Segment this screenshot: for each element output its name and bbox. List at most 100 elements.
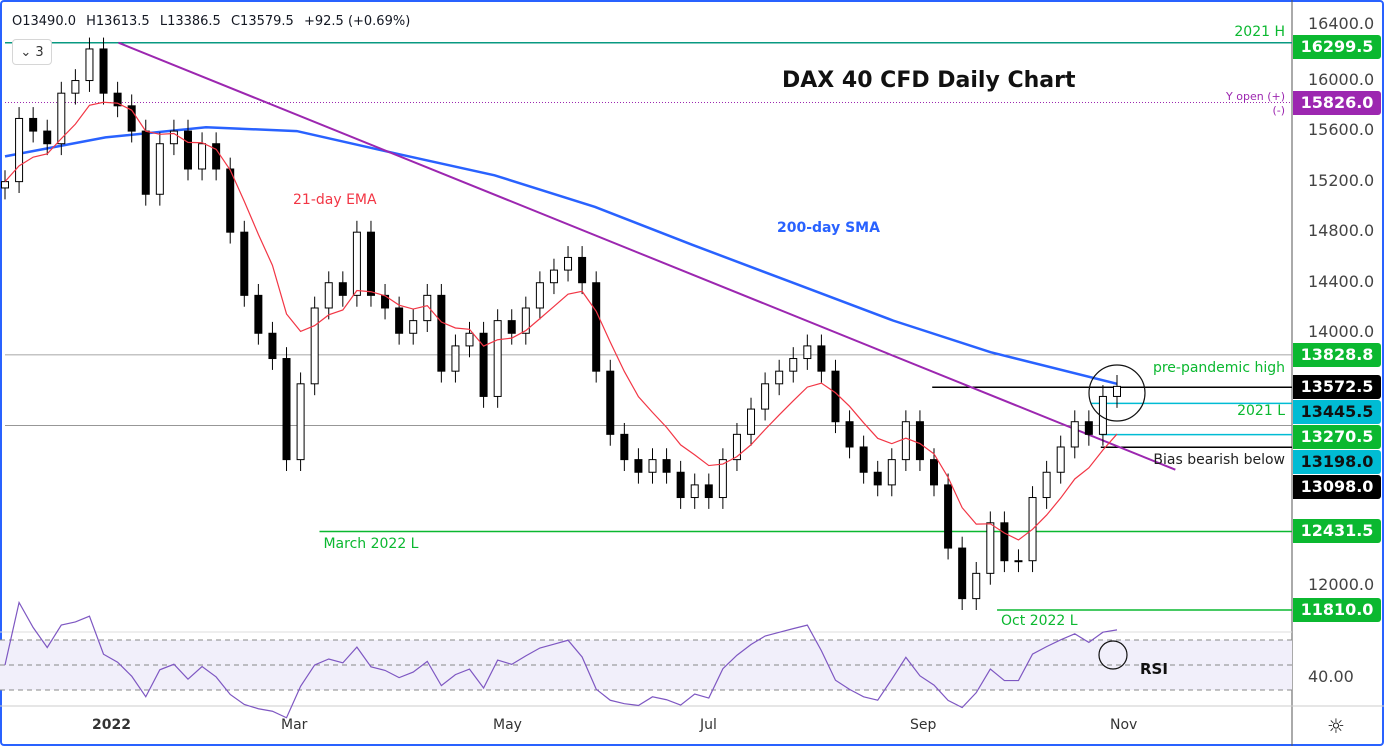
settings-gear-icon[interactable]: ☼ — [1327, 714, 1345, 738]
highlight-circle — [1088, 364, 1146, 422]
x-tick-label: May — [493, 717, 522, 733]
price-level-tag: 16299.5 — [1293, 35, 1381, 59]
chevron-down-icon: ⌄ — [20, 44, 32, 60]
candle-up — [803, 345, 812, 360]
y-tick-label: 15200.0 — [1308, 170, 1375, 190]
candle-down — [240, 231, 249, 296]
indicators-toggle-button[interactable]: ⌄ 3 — [12, 39, 52, 65]
candle-up — [15, 117, 24, 183]
candle-down — [141, 130, 150, 195]
candle-up — [198, 143, 207, 170]
candle-down — [43, 130, 52, 145]
candle-up — [564, 256, 573, 271]
x-tick-label: 2022 — [92, 717, 131, 733]
candle-up — [690, 484, 699, 499]
candle-down — [958, 547, 967, 600]
price-level-tag: 13098.0 — [1293, 475, 1381, 500]
rsi-line — [4, 600, 1118, 719]
rsi-highlight-circle — [1098, 640, 1128, 670]
candle-up — [718, 459, 727, 499]
candle-up — [423, 294, 432, 322]
price-level-tag: 13445.5 — [1293, 400, 1381, 425]
rsi-tick: 40.00 — [1308, 667, 1354, 686]
candle-up — [1113, 385, 1121, 397]
candle-up — [549, 269, 558, 284]
candle-down — [592, 282, 601, 372]
candle-up — [155, 143, 164, 195]
high-value: H13613.5 — [86, 14, 150, 29]
candle-down — [29, 117, 38, 132]
level-annotation: Oct 2022 L — [1001, 613, 1078, 629]
y-tick-label: 12000.0 — [1308, 574, 1375, 594]
candle-up — [310, 307, 319, 385]
candle-up — [972, 572, 981, 600]
rsi-label: RSI — [1140, 660, 1168, 678]
candle-down — [437, 294, 446, 372]
candle-up — [1042, 471, 1051, 499]
candle-down — [930, 459, 939, 486]
y-tick-label: 15600.0 — [1308, 120, 1375, 140]
candle-up — [1070, 421, 1079, 448]
candle-down — [662, 459, 671, 473]
candle-down — [338, 282, 347, 296]
candle-down — [676, 471, 685, 499]
candle-down — [606, 370, 615, 435]
candle-up — [747, 408, 756, 435]
candle-down — [127, 105, 136, 132]
open-value: O13490.0 — [12, 14, 76, 29]
candle-down — [113, 92, 122, 107]
candle-up — [986, 522, 995, 574]
candle-down — [268, 332, 277, 360]
ema21-line — [4, 101, 1118, 541]
level-annotation: Bias bearish below — [1153, 452, 1285, 468]
price-level-tag: 13270.5 — [1293, 425, 1381, 450]
candle-up — [324, 282, 333, 309]
candle-down — [212, 143, 221, 170]
candle-up — [1014, 560, 1023, 563]
low-value: L13386.5 — [159, 14, 221, 29]
change-value: +92.5 (+0.69%) — [303, 14, 411, 29]
sma-label: 200-day SMA — [777, 220, 880, 236]
candle-up — [493, 320, 502, 397]
candle-up — [57, 92, 66, 145]
y-tick-label: 14400.0 — [1308, 271, 1375, 291]
candle-down — [183, 130, 192, 170]
x-tick-label: Jul — [700, 717, 717, 733]
candle-up — [521, 307, 530, 334]
level-annotation: Y open (+) — [1226, 90, 1285, 103]
rsi-band — [0, 640, 1292, 690]
ohlc-readout: O13490.0 H13613.5 L13386.5 C13579.5 +92.… — [12, 14, 416, 30]
level-annotation: March 2022 L — [323, 536, 419, 552]
trendline — [118, 41, 1176, 471]
ema-label: 21-day EMA — [293, 192, 377, 208]
candle-up — [465, 332, 474, 347]
indicator-count: 3 — [35, 44, 44, 60]
candle-down — [620, 433, 629, 461]
x-tick-label: Nov — [1110, 717, 1138, 733]
candle-down — [254, 294, 263, 334]
candle-up — [71, 80, 80, 94]
candle-down — [634, 459, 643, 473]
sma200-line — [4, 126, 1118, 386]
candle-up — [901, 421, 910, 461]
y-tick-label: 16400.0 — [1308, 14, 1375, 33]
candle-down — [873, 471, 882, 486]
candle-down — [366, 231, 375, 296]
candle-down — [99, 48, 108, 94]
y-tick-label: 16000.0 — [1308, 69, 1375, 89]
candle-down — [859, 446, 868, 473]
level-annotation: pre-pandemic high — [1152, 360, 1285, 376]
level-annotation: 2021 L — [1237, 403, 1285, 419]
price-level-tag: 11810.0 — [1293, 597, 1381, 622]
price-level-tag: 15826.0 — [1293, 90, 1381, 115]
candle-up — [296, 383, 305, 461]
candle-up — [887, 459, 896, 486]
level-annotation-minus: (-) — [1272, 104, 1285, 117]
candle-down — [1084, 421, 1093, 435]
candle-down — [845, 421, 854, 448]
candle-up — [85, 48, 94, 82]
y-tick-label: 14800.0 — [1308, 221, 1375, 241]
candle-down — [282, 358, 291, 461]
